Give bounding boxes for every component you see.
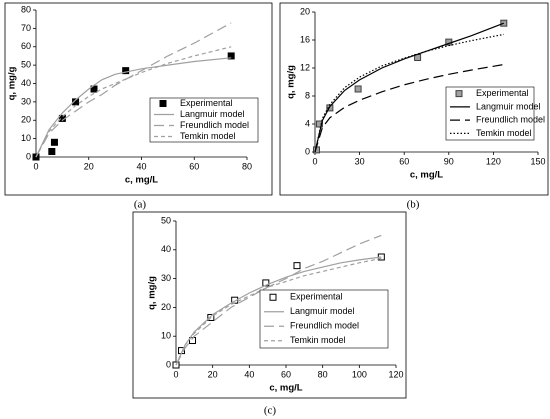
legend-marker <box>269 293 277 301</box>
legend-label: Experimental <box>290 292 343 302</box>
caption: (c) <box>264 405 277 417</box>
y-tick-label: 80 <box>21 4 31 14</box>
model-line <box>175 234 382 366</box>
y-tick-label: 60 <box>21 41 31 51</box>
legend-label: Freundlich model <box>476 115 545 125</box>
x-tick-label: 0 <box>312 156 317 166</box>
y-tick-label: 50 <box>21 60 31 70</box>
model-line <box>314 33 504 153</box>
y-tick-label: 50 <box>161 215 171 225</box>
model-line <box>35 46 232 158</box>
x-tick-label: 120 <box>388 369 403 379</box>
y-axis-label: q, mg/g <box>147 276 158 310</box>
x-tick-label: 0 <box>33 161 38 171</box>
x-axis-label: c, mg/L <box>410 170 443 181</box>
legend-box <box>149 97 259 143</box>
legend-label: Temkin model <box>476 128 532 138</box>
legend-label: Temkin model <box>290 335 346 345</box>
x-tick-label: 90 <box>444 156 454 166</box>
panel-frame <box>132 211 407 399</box>
y-tick-label: 16 <box>300 34 310 44</box>
legend-box <box>259 289 389 349</box>
legend-marker <box>159 100 167 107</box>
legend-label: Temkin model <box>180 131 236 141</box>
legend-label: Langmuir model <box>180 109 245 119</box>
x-tick-label: 20 <box>84 161 94 171</box>
y-tick-label: 12 <box>300 62 310 72</box>
x-tick-label: 0 <box>173 369 178 379</box>
model-line <box>35 57 232 158</box>
panel-frame <box>279 2 549 196</box>
legend-marker <box>455 90 463 98</box>
y-tick-label: 20 <box>300 6 310 16</box>
legend-label: Langmuir model <box>290 306 355 316</box>
y-tick-label: 40 <box>161 244 171 254</box>
data-point <box>50 138 58 146</box>
data-point <box>227 52 235 60</box>
model-line <box>314 63 504 153</box>
x-tick-label: 60 <box>399 156 409 166</box>
x-tick-label: 80 <box>242 161 252 171</box>
x-tick-label: 150 <box>530 156 545 166</box>
legend-label: Experimental <box>476 88 529 98</box>
model-line <box>175 256 382 366</box>
data-point <box>48 147 56 155</box>
x-tick-label: 20 <box>208 369 218 379</box>
data-point <box>72 98 80 106</box>
x-tick-label: 80 <box>318 369 328 379</box>
x-tick-label: 60 <box>281 369 291 379</box>
x-tick-label: 100 <box>352 369 367 379</box>
legend-label: Experimental <box>180 98 233 108</box>
y-axis-label: q, mg/g <box>7 66 18 100</box>
y-tick-label: 20 <box>21 115 31 125</box>
data-point <box>315 120 323 128</box>
y-tick-label: 10 <box>21 133 31 143</box>
y-tick-label: 30 <box>161 273 171 283</box>
y-tick-label: 70 <box>21 23 31 33</box>
caption: (b) <box>407 199 420 211</box>
y-tick-label: 20 <box>161 302 171 312</box>
x-axis-label: c, mg/L <box>269 383 302 394</box>
model-line <box>314 22 505 153</box>
y-tick-label: 40 <box>21 78 31 88</box>
y-tick-label: 8 <box>305 90 310 100</box>
legend-label: Freundlich model <box>180 120 249 130</box>
legend-label: Freundlich model <box>290 321 359 331</box>
x-tick-label: 40 <box>136 161 146 171</box>
model-line <box>35 22 232 158</box>
x-tick-label: 60 <box>189 161 199 171</box>
data-point <box>354 85 362 93</box>
y-tick-label: 0 <box>305 146 310 156</box>
y-axis-label: q, mg/g <box>286 65 297 99</box>
x-tick-label: 120 <box>486 156 501 166</box>
panel-frame <box>4 2 273 196</box>
data-point <box>122 67 130 75</box>
x-tick-label: 30 <box>355 156 365 166</box>
caption: (a) <box>134 199 147 211</box>
y-tick-label: 4 <box>305 118 310 128</box>
y-tick-label: 0 <box>26 151 31 161</box>
y-tick-label: 30 <box>21 96 31 106</box>
data-point <box>293 262 301 270</box>
model-line <box>175 257 382 366</box>
x-tick-label: 40 <box>244 369 254 379</box>
data-point <box>500 19 508 27</box>
y-tick-label: 0 <box>166 359 171 369</box>
y-tick-label: 10 <box>161 331 171 341</box>
x-axis-label: c, mg/L <box>125 175 158 186</box>
legend-label: Langmuir model <box>476 101 541 111</box>
